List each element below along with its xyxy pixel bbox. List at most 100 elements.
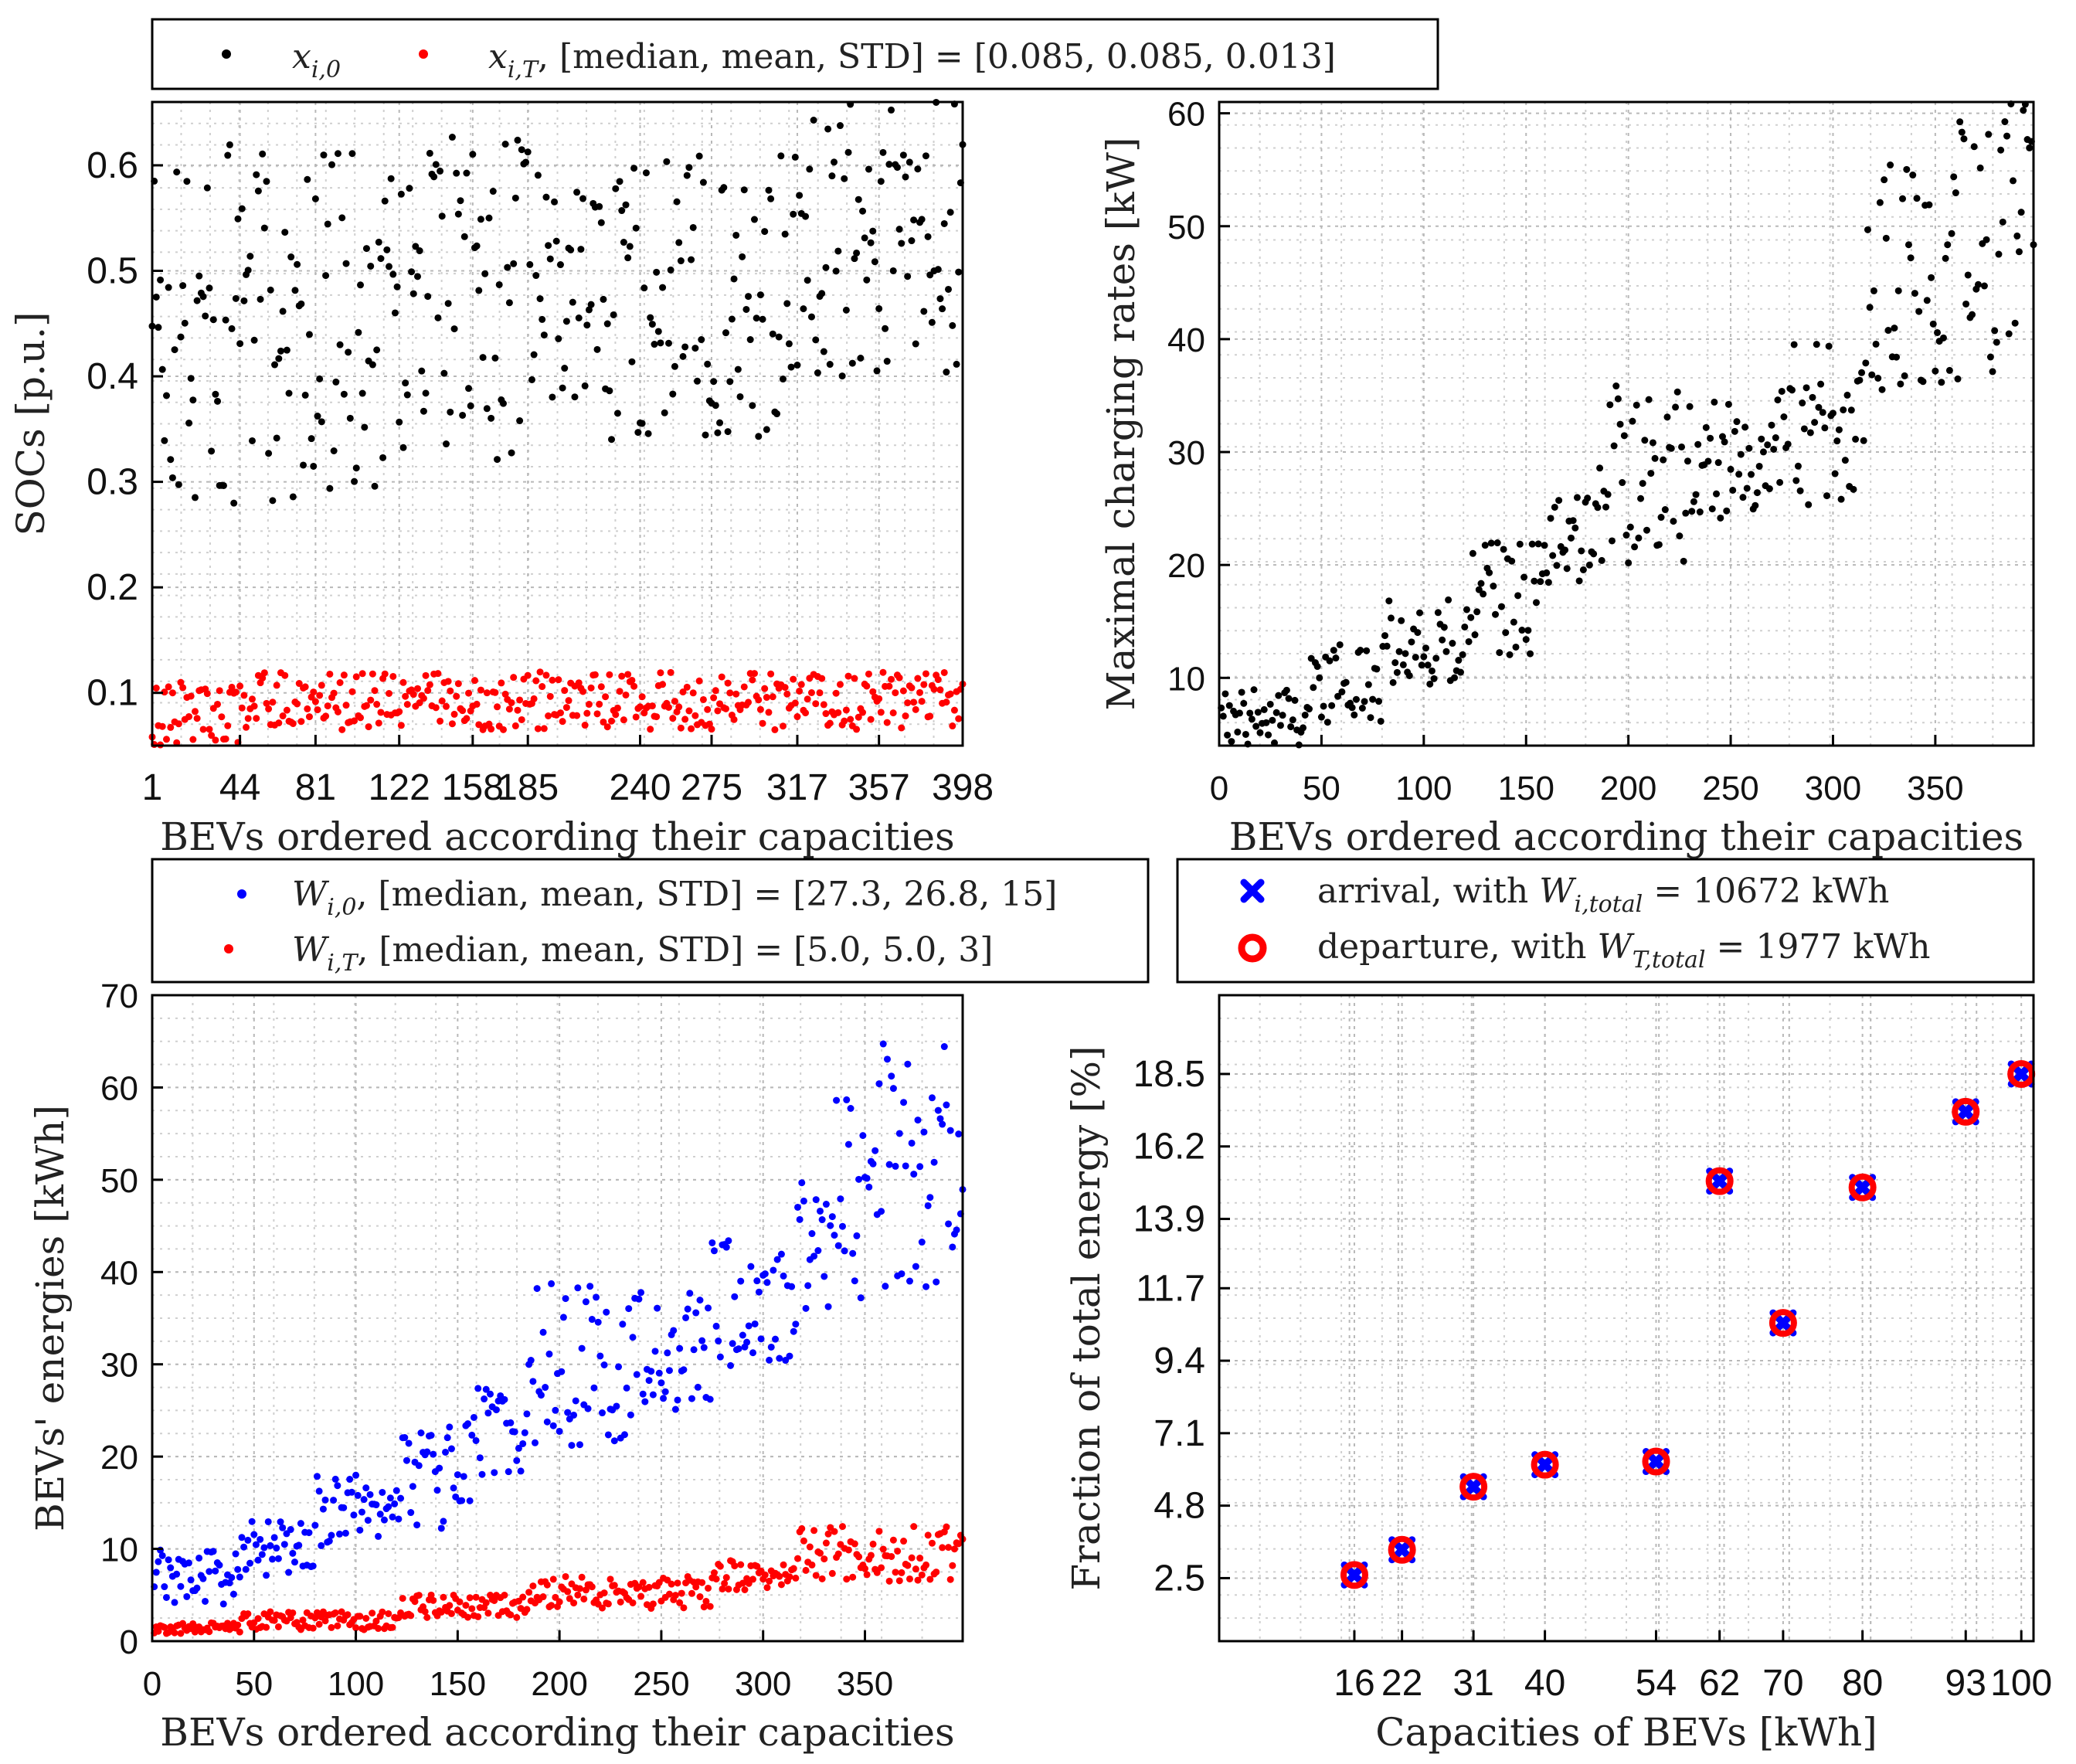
scatter-point — [1219, 712, 1227, 720]
scatter-point — [562, 704, 570, 712]
scatter-point — [780, 1272, 787, 1280]
scatter-point — [475, 287, 483, 294]
scatter-point — [1739, 494, 1747, 501]
scatter-point — [732, 231, 740, 239]
scatter-point — [489, 188, 497, 195]
scatter-point — [688, 1395, 695, 1402]
scatter-point — [773, 1256, 781, 1263]
scatter-point — [549, 1422, 557, 1429]
scatter-point — [731, 1293, 739, 1300]
scatter-point — [1753, 489, 1761, 497]
scatter-point — [831, 1528, 838, 1535]
scatter-point — [1741, 423, 1749, 431]
scatter-point — [832, 689, 840, 697]
scatter-point — [289, 1609, 297, 1616]
scatter-point — [562, 1572, 569, 1580]
scatter-point — [606, 387, 613, 395]
scatter-point — [659, 284, 667, 291]
scatter-point — [580, 1595, 588, 1603]
x-tick-label: 250 — [1702, 770, 1758, 807]
scatter-point — [348, 688, 356, 695]
scatter-point — [583, 709, 591, 717]
scatter-point — [898, 1569, 905, 1576]
scatter-point — [726, 378, 734, 386]
scatter-point — [214, 700, 222, 708]
scatter-point — [342, 702, 350, 709]
scatter-point — [624, 671, 632, 678]
scatter-point — [1667, 444, 1675, 452]
scatter-point — [586, 1283, 594, 1290]
scatter-point — [1778, 387, 1785, 395]
scatter-point — [351, 717, 358, 725]
scatter-point — [853, 726, 861, 733]
scatter-point — [802, 1304, 810, 1312]
scatter-point — [358, 1508, 365, 1516]
legend-fraction: arrival, with Wi,total = 10672 kWh depar… — [1176, 858, 2035, 984]
scatter-point — [224, 722, 232, 729]
scatter-point — [336, 341, 344, 348]
scatter-point — [334, 708, 341, 715]
scatter-point — [409, 1483, 416, 1490]
scatter-point — [458, 1497, 466, 1504]
scatter-point — [661, 409, 668, 416]
scatter-point — [1387, 614, 1395, 622]
scatter-point — [471, 677, 478, 685]
scatter-point — [1361, 698, 1368, 705]
scatter-point — [755, 1288, 763, 1296]
scatter-point — [875, 695, 883, 702]
scatter-point — [1843, 391, 1851, 399]
scatter-point — [1551, 503, 1558, 511]
scatter-point — [761, 1270, 769, 1278]
y-tick-label: 40 — [100, 1254, 138, 1292]
scatter-point — [804, 277, 811, 284]
scatter-point — [587, 301, 595, 308]
scatter-point — [1735, 471, 1743, 478]
scatter-point — [202, 1597, 209, 1605]
scatter-point — [281, 671, 289, 679]
scatter-point — [380, 1516, 388, 1524]
scatter-point — [501, 1395, 508, 1403]
scatter-point — [804, 695, 811, 703]
scatter-point — [904, 1562, 912, 1569]
scatter-point — [313, 1609, 321, 1616]
scatter-point — [430, 1596, 437, 1604]
x-tick-label: 240 — [609, 767, 671, 808]
scatter-point — [1418, 661, 1425, 669]
scatter-point — [649, 1600, 657, 1608]
scatter-point — [158, 1552, 166, 1559]
scatter-point — [695, 152, 703, 160]
scatter-point — [1891, 325, 1898, 332]
scatter-point — [511, 194, 519, 202]
scatter-point — [1915, 308, 1923, 315]
scatter-point — [510, 260, 518, 267]
scatter-point — [889, 709, 897, 717]
y-tick-label: 30 — [1167, 434, 1205, 472]
scatter-point — [453, 169, 460, 177]
scatter-point — [688, 256, 695, 263]
scatter-point — [730, 715, 738, 723]
axes-frame — [151, 994, 964, 1643]
scatter-point — [849, 1249, 857, 1257]
scatter-point — [610, 1437, 618, 1445]
scatter-point — [1894, 287, 1902, 294]
scatter-point — [193, 715, 201, 722]
scatter-point — [737, 1561, 745, 1569]
scatter-point — [633, 1371, 640, 1378]
scatter-point — [472, 1436, 480, 1444]
scatter-point — [826, 719, 834, 727]
scatter-point — [552, 1406, 559, 1414]
scatter-point — [348, 150, 356, 158]
scatter-point — [667, 266, 674, 274]
scatter-point — [786, 1352, 793, 1360]
scatter-point — [831, 158, 838, 166]
x-tick-label: 100 — [1395, 770, 1452, 807]
scatter-point — [877, 178, 885, 185]
scatter-point — [1657, 514, 1665, 522]
departure-marker — [1952, 1097, 1980, 1126]
scatter-point — [680, 1604, 688, 1612]
scatter-point — [1235, 709, 1243, 717]
scatter-point — [802, 709, 810, 717]
scatter-point — [1405, 671, 1413, 679]
scatter-point — [628, 676, 636, 684]
x-tick-label: 398 — [932, 767, 994, 808]
